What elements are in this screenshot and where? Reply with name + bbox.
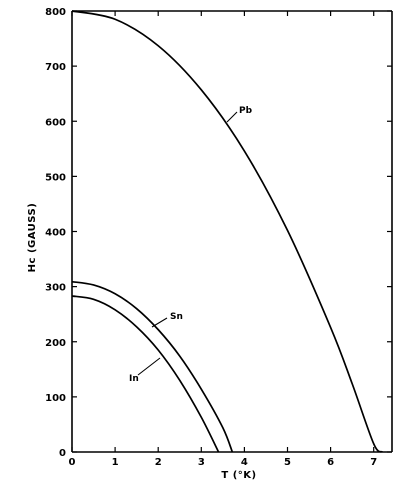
- y-tick-label-300: 300: [45, 283, 66, 294]
- label-in: In: [129, 374, 139, 384]
- x-tick-label-2: 2: [155, 457, 162, 468]
- leader-in: [137, 357, 161, 376]
- x-axis-title: T (°K): [221, 470, 256, 481]
- x-tick-label-7: 7: [370, 457, 377, 468]
- x-tick-label-1: 1: [112, 457, 119, 468]
- y-axis-title: Hc (GAUSS): [27, 203, 38, 273]
- leader-pb: [226, 111, 238, 123]
- x-tick-label-3: 3: [198, 457, 205, 468]
- leader-sn: [151, 317, 168, 328]
- plot-frame: [71, 10, 393, 453]
- x-tick-label-5: 5: [284, 457, 291, 468]
- curve-pb: [71, 10, 383, 453]
- series-labels: Pb Sn In: [129, 106, 253, 384]
- y-tick-label-700: 700: [45, 62, 66, 73]
- series-curves: [71, 10, 383, 453]
- label-leaders: [137, 111, 238, 376]
- y-tick-label-500: 500: [45, 172, 66, 183]
- y-tick-label-600: 600: [45, 117, 66, 128]
- x-tick-label-6: 6: [327, 457, 334, 468]
- x-tick-label-0: 0: [69, 457, 76, 468]
- label-sn: Sn: [170, 312, 183, 322]
- y-tick-label-100: 100: [45, 393, 66, 404]
- y-tick-label-400: 400: [45, 228, 66, 239]
- x-tick-label-4: 4: [241, 457, 248, 468]
- curve-sn: [71, 280, 234, 453]
- curve-in: [71, 295, 220, 453]
- y-tick-label-200: 200: [45, 338, 66, 349]
- y-tick-label-800: 800: [45, 7, 66, 18]
- y-axis-ticks: 0 100 200 300 400 500 600 700 800: [45, 7, 392, 459]
- x-axis-ticks: 0 1 2 3 4 5 6 7: [69, 11, 377, 468]
- y-tick-label-0: 0: [59, 448, 66, 459]
- label-pb: Pb: [239, 106, 253, 116]
